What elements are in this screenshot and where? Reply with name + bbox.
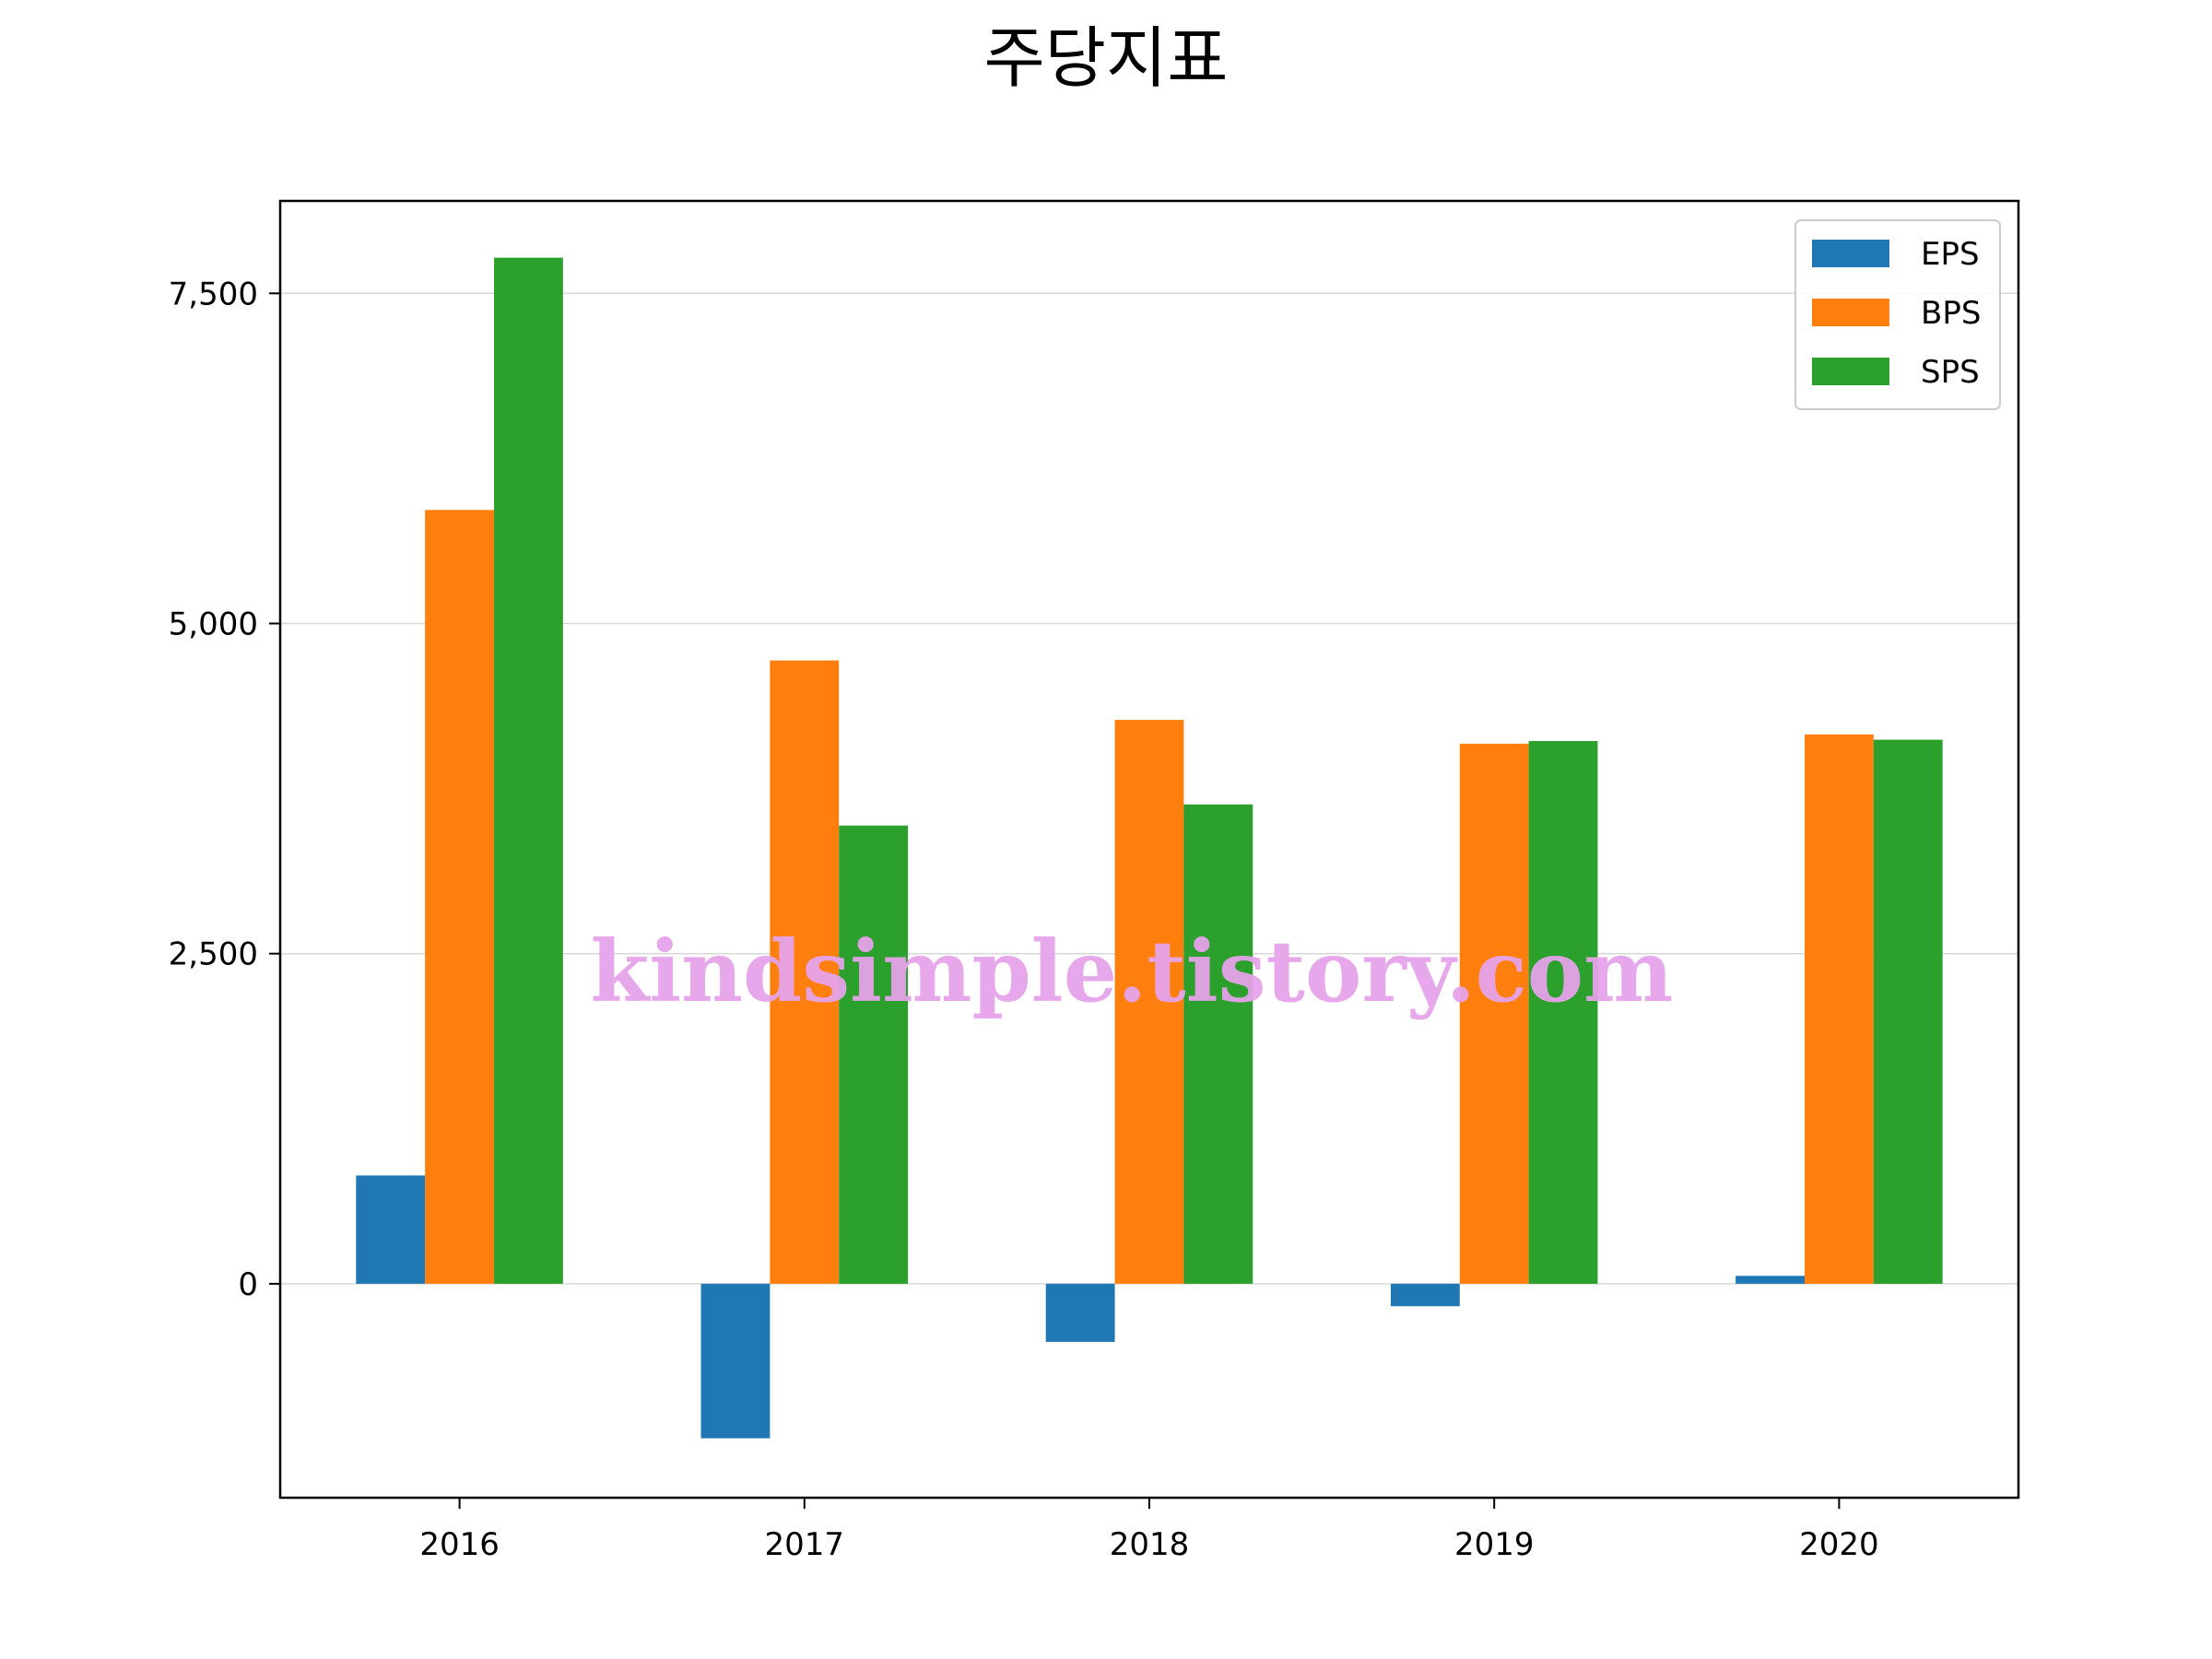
bar-eps-2018: [1045, 1283, 1115, 1342]
x-tick-label: 2017: [765, 1526, 845, 1563]
bar-bps-2019: [1459, 743, 1529, 1284]
bar-eps-2017: [700, 1283, 771, 1439]
bar-sps-2018: [1183, 804, 1253, 1284]
legend-label-eps: EPS: [1921, 236, 1980, 273]
bar-bps-2016: [425, 510, 495, 1284]
x-tick-label: 2018: [1110, 1526, 1190, 1563]
x-axis: 2016 2017 2018 2019 2020: [419, 1498, 1879, 1563]
x-tick-label: 2019: [1454, 1526, 1535, 1563]
legend-label-bps: BPS: [1921, 295, 1981, 332]
bar-sps-2019: [1528, 741, 1598, 1284]
bar-sps-2020: [1873, 739, 1943, 1284]
y-axis: 0 2,500 5,000 7,500: [169, 276, 280, 1303]
legend-swatch-eps: [1812, 240, 1889, 267]
y-tick-label: 0: [238, 1266, 258, 1303]
y-tick-label: 2,500: [169, 936, 258, 973]
bar-eps-2019: [1390, 1283, 1460, 1307]
legend-swatch-sps: [1812, 358, 1889, 385]
bar-bps-2017: [770, 660, 840, 1284]
bar-eps-2016: [356, 1175, 426, 1284]
x-tick-label: 2016: [419, 1526, 500, 1563]
bar-bps-2018: [1114, 720, 1184, 1284]
legend-label-sps: SPS: [1921, 354, 1980, 391]
bars: [356, 257, 1943, 1439]
y-tick-label: 5,000: [169, 606, 258, 642]
x-tick-label: 2020: [1799, 1526, 1879, 1563]
bar-eps-2020: [1735, 1276, 1805, 1284]
y-tick-label: 7,500: [169, 276, 258, 312]
legend-swatch-bps: [1812, 299, 1889, 326]
bar-sps-2016: [494, 257, 563, 1284]
chart-title: 주당지표: [984, 19, 1229, 97]
watermark-text: kindsimple.tistory.com: [590, 922, 1673, 1021]
legend: EPS BPS SPS: [1794, 219, 2001, 410]
bar-sps-2017: [839, 825, 909, 1284]
bar-bps-2020: [1804, 734, 1874, 1284]
